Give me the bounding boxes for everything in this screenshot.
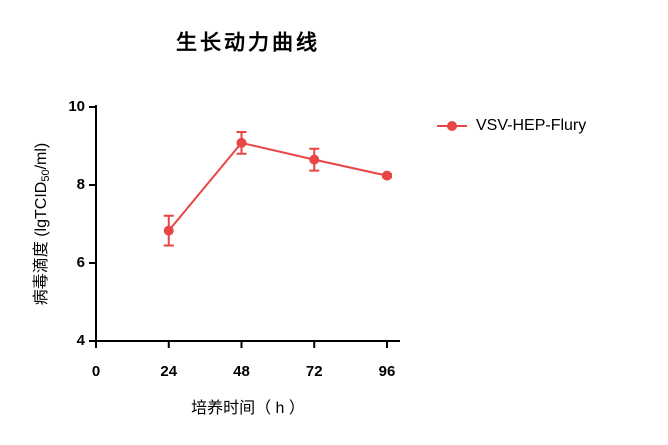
y-label-part: /ml): [33, 143, 50, 170]
y-axis-label: 病毒滴度 (lgTCID50/ml): [32, 143, 52, 305]
chart-title: 生长动力曲线: [176, 30, 320, 55]
legend-label: VSV-HEP-Flury: [476, 117, 586, 134]
x-tick-label: 48: [233, 363, 250, 380]
point: [163, 225, 174, 236]
point: [309, 154, 320, 165]
x-tick-label: 0: [92, 363, 100, 380]
y-label-sub: 50: [40, 169, 52, 181]
point: [236, 137, 247, 148]
y-tick-label: 8: [77, 176, 85, 193]
y-tick-label: 4: [77, 332, 86, 349]
x-tick-label: 72: [306, 363, 323, 380]
y-label-part: 病毒滴度 (lgTCID: [32, 182, 50, 306]
y-tick-label: 6: [77, 254, 85, 271]
x-tick-label: 24: [160, 363, 177, 380]
legend-marker: [447, 121, 457, 131]
x-axis-label: 培养时间（ h ）: [191, 399, 305, 417]
y-tick-label: 10: [68, 98, 85, 115]
x-tick-label: 96: [379, 363, 396, 380]
series-line: [167, 141, 388, 232]
point: [382, 170, 392, 181]
